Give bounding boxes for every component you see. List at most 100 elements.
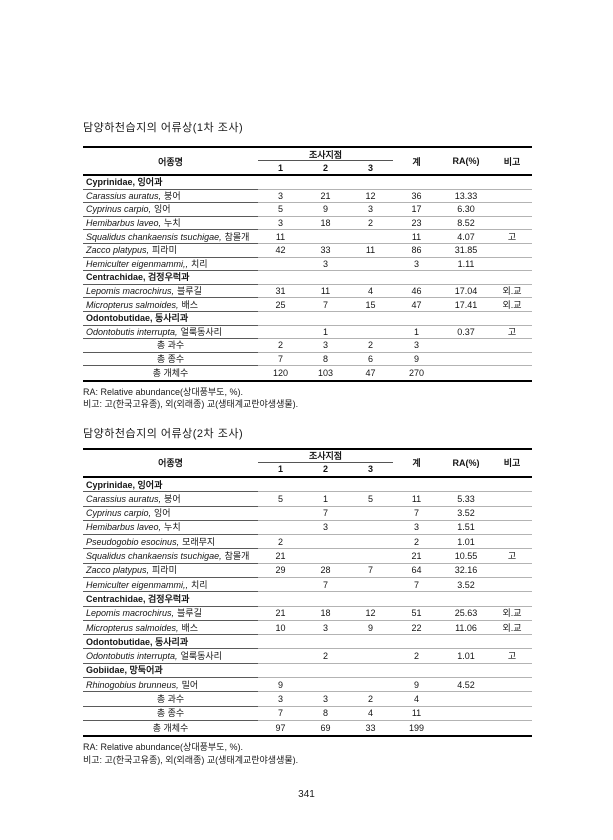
cell-total: 22 [393, 621, 440, 636]
cell-c2: 3 [303, 258, 348, 272]
cell-c2: 7 [303, 578, 348, 593]
species-korean-name: 배스 [181, 299, 199, 310]
cell-c3: 6 [348, 353, 393, 367]
cell-remark [492, 521, 532, 536]
cell-remark: 고 [492, 230, 532, 244]
cell-total: 199 [408, 723, 425, 734]
cell-total: 2 [393, 535, 440, 550]
table-row: 총 개체수 120 103 47 270 [83, 366, 532, 380]
species-korean-name: 밀어 [181, 679, 199, 690]
cell-c2: 3 [303, 521, 348, 536]
cell-remark [492, 678, 532, 693]
column-header-sites: 조사지점 [258, 148, 393, 161]
family-name: Cyprinidae, 잉어과 [83, 478, 258, 493]
cell-total: 36 [393, 190, 440, 204]
cell-ra [440, 271, 492, 285]
species-name: Cyprinus carpio, 잉어 [83, 203, 258, 217]
cell-remark [492, 535, 532, 550]
cell-total: 11 [393, 707, 440, 721]
cell-total: 11 [393, 492, 440, 507]
cell-c3 [348, 535, 393, 550]
cell-total [393, 635, 440, 650]
total-label: 총 개체수 [152, 368, 189, 379]
cell-total [393, 176, 440, 190]
table-row: Lepomis macrochirus, 블루길 31 11 4 46 17.04 외.교 [83, 285, 532, 299]
species-name: Micropterus salmoides, 배스 [83, 621, 258, 636]
species-name: Odontobutis interrupta, 얼룩동사리 [83, 649, 258, 664]
species-scientific-name: Lepomis macrochirus, [86, 608, 175, 619]
cell-c1: 5 [258, 203, 303, 217]
cell-ra: 5.33 [440, 492, 492, 507]
cell-c3 [348, 176, 393, 190]
cell-c1: 3 [258, 692, 303, 707]
cell-c3 [348, 258, 393, 272]
species-name: Carassius auratus, 붕어 [83, 190, 258, 204]
cell-c1: 120 [272, 368, 289, 379]
cell-total: 21 [393, 549, 440, 564]
cell-ra [440, 707, 492, 721]
cell-remark: 외.교 [492, 607, 532, 621]
cell-remark: 고 [492, 549, 532, 564]
cell-remark [492, 692, 532, 707]
family-name: Gobiidae, 망둑어과 [83, 664, 258, 679]
cell-c1 [258, 635, 303, 650]
table1-body: Cyprinidae, 잉어과 Carassius auratus, 붕어 3 21 12… [83, 176, 532, 382]
cell-c1 [258, 649, 303, 664]
cell-c1: 7 [258, 353, 303, 367]
table-row: Cyprinidae, 잉어과 [83, 478, 532, 493]
cell-remark [492, 203, 532, 217]
cell-remark [492, 492, 532, 507]
species-name: Pseudogobio esocinus, 모래무지 [83, 535, 258, 550]
cell-c1 [258, 578, 303, 593]
cell-remark [492, 353, 532, 367]
cell-c1: 21 [258, 549, 303, 564]
cell-c2: 3 [303, 692, 348, 707]
column-header-total: 계 [412, 156, 421, 167]
table-row: Lepomis macrochirus, 블루길 21 18 12 51 25.63 외.교 [83, 607, 532, 621]
table-row: Hemibarbus laveo, 누치 3 18 2 23 8.52 [83, 217, 532, 231]
cell-c1: 42 [258, 244, 303, 258]
cell-c2 [303, 271, 348, 285]
cell-c3 [348, 664, 393, 679]
cell-c1 [258, 271, 303, 285]
cell-ra [440, 692, 492, 707]
cell-c3: 12 [348, 607, 393, 621]
cell-remark: 고 [492, 326, 532, 340]
cell-c1: 7 [258, 707, 303, 721]
cell-total: 4 [393, 692, 440, 707]
table-row: Hemiculter eigenmammi,, 치리 7 7 3.52 [83, 578, 532, 593]
cell-ra: 31.85 [440, 244, 492, 258]
table-row: Micropterus salmoides, 배스 10 3 9 22 11.06 외.교 [83, 621, 532, 636]
cell-c3 [348, 312, 393, 326]
table-row: Rhinogobius brunneus, 밀어 9 9 4.52 [83, 678, 532, 693]
table-row: Squalidus chankaensis tsuchigae, 참몰개 21 21 1… [83, 549, 532, 564]
cell-ra: 13.33 [440, 190, 492, 204]
cell-c1 [258, 478, 303, 493]
table-row: Squalidus chankaensis tsuchigae, 참몰개 11 11 4… [83, 230, 532, 244]
species-korean-name: 잉어 [154, 508, 171, 519]
species-name: Lepomis macrochirus, 블루길 [83, 607, 258, 621]
species-scientific-name: Zacco platypus, [86, 245, 150, 256]
cell-c2: 18 [303, 217, 348, 231]
cell-remark: 외.교 [492, 621, 532, 636]
cell-c1 [258, 326, 303, 340]
cell-total: 9 [393, 678, 440, 693]
cell-c1: 5 [258, 492, 303, 507]
cell-ra: 3.52 [440, 578, 492, 593]
cell-c2 [303, 176, 348, 190]
family-name: Centrachidae, 검정우럭과 [83, 271, 258, 285]
cell-c2: 3 [303, 339, 348, 353]
species-korean-name: 참몰개 [224, 231, 250, 242]
cell-c1 [258, 258, 303, 272]
table-row: Centrachidae, 검정우럭과 [83, 271, 532, 285]
table-row: Hemibarbus laveo, 누치 3 3 1.51 [83, 521, 532, 536]
cell-c3: 2 [348, 339, 393, 353]
cell-c2: 7 [303, 298, 348, 312]
cell-ra [440, 592, 492, 607]
species-name: Hemibarbus laveo, 누치 [83, 521, 258, 536]
cell-ra [440, 176, 492, 190]
cell-remark [492, 258, 532, 272]
cell-c3: 7 [348, 564, 393, 578]
cell-c2: 1 [303, 492, 348, 507]
column-header-site1: 1 [277, 162, 283, 173]
